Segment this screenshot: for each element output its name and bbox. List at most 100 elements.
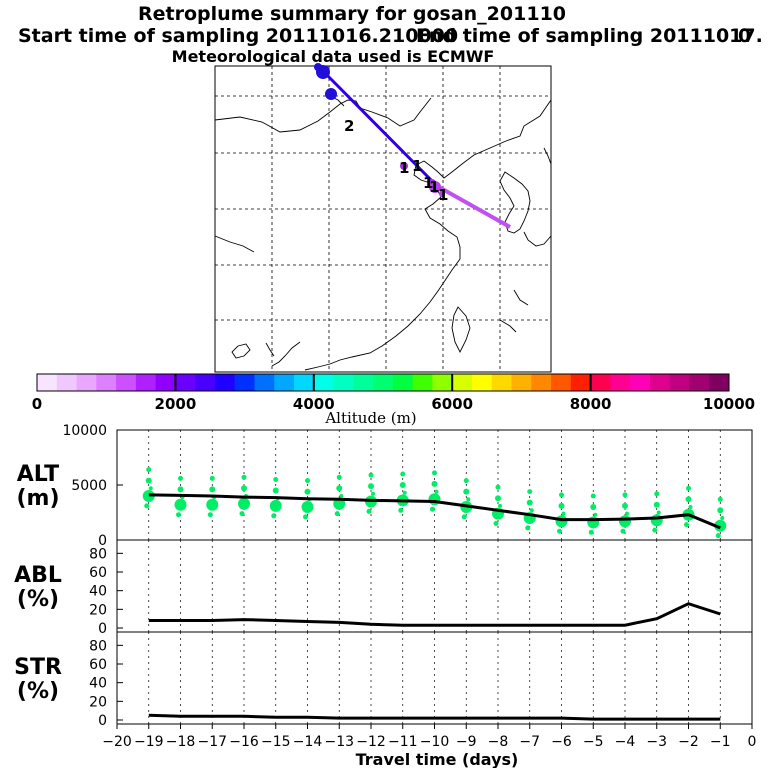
x-tick-label: −6 <box>551 734 572 750</box>
plume-point <box>371 491 375 496</box>
plume-point <box>686 485 691 491</box>
plume-point <box>588 529 594 535</box>
panel-str: 80 60 40 20 0 STR(%) <box>14 631 753 729</box>
colorbar-swatch <box>76 374 97 391</box>
colorbar-swatch <box>214 374 236 391</box>
plume-point <box>654 491 660 497</box>
colorbar-swatch <box>452 374 473 391</box>
plume-point <box>400 471 406 477</box>
plume-point <box>430 506 435 512</box>
plume-point <box>176 512 181 518</box>
y-tick-label: 0 <box>98 533 107 549</box>
plume-point <box>717 496 723 502</box>
colorbar-swatches <box>37 374 730 391</box>
plume-point <box>301 501 314 513</box>
trajectory-map: 2 1 1 1 1 1 <box>214 63 552 373</box>
trajectory-cluster-2 <box>325 88 337 100</box>
x-tick-label: −14 <box>293 734 323 750</box>
start-time-label: Start time of sampling 20111016.210000 <box>18 25 458 47</box>
plume-point <box>527 489 533 495</box>
plume-point <box>685 496 692 503</box>
trajectory-segment-upper <box>316 64 439 188</box>
plume-point <box>177 486 184 493</box>
y-tick-label: 20 <box>89 602 107 618</box>
x-tick-label: −15 <box>261 734 291 750</box>
y-tick-label: 20 <box>89 694 107 710</box>
plume-point <box>174 498 187 511</box>
colorbar-swatch <box>689 374 710 391</box>
plume-point <box>593 512 598 517</box>
travel-time-axis: −20 −19 −18 −17 −16 −15 −14 −13 −12 −11 −10 −9 −8 −7−… <box>102 724 756 768</box>
y-tick-label: 40 <box>89 676 107 692</box>
plume-point <box>239 511 245 517</box>
coastlines <box>214 95 552 371</box>
series-line-str <box>148 713 721 721</box>
x-tick-label: −2 <box>678 734 699 750</box>
plume-point <box>559 492 564 498</box>
y-tick-label: 40 <box>89 584 107 600</box>
plume-point <box>561 511 566 516</box>
trajectory-label: 2 <box>344 117 354 135</box>
trajectory-label: 1 <box>399 159 409 177</box>
colorbar-tick-label: 4000 <box>293 395 335 413</box>
colorbar-swatch <box>135 374 157 391</box>
trajectory-label: 1 <box>429 178 439 196</box>
end-time-suffix: 0 <box>738 25 751 47</box>
plume-point <box>590 493 596 499</box>
colorbar-swatch <box>353 374 374 391</box>
trajectory-cluster-3 <box>400 162 408 170</box>
plume-point <box>688 505 693 509</box>
figure-title: Retroplume summary for gosan_201110 <box>138 3 566 25</box>
plume-point <box>399 482 406 488</box>
colorbar-swatch <box>392 374 414 391</box>
plume-point <box>714 519 727 532</box>
plume-point <box>498 503 502 508</box>
colorbar-swatch <box>590 374 611 391</box>
colorbar-swatch <box>155 374 176 391</box>
x-tick-label: −1 <box>710 734 731 750</box>
plume-point <box>368 483 374 490</box>
x-tick-label: −20 <box>102 734 132 750</box>
colorbar-swatch <box>531 374 552 391</box>
x-tick-label: −5 <box>583 734 604 750</box>
colorbar-swatch <box>570 374 592 391</box>
plume-point <box>466 497 471 502</box>
colorbar-tick-label: 2000 <box>155 395 197 413</box>
trajectory-cluster-6 <box>439 191 445 197</box>
x-tick-label: −17 <box>197 734 227 750</box>
altitude-colorbar: 0 2000 4000 6000 8000 10000 Altitude (m) <box>32 373 755 427</box>
series-line-alt <box>148 493 721 530</box>
colorbar-ticks: 0 2000 4000 6000 8000 10000 <box>32 374 755 413</box>
plume-point <box>432 470 437 476</box>
plume-point <box>525 525 531 531</box>
x-tick-label: 0 <box>748 734 757 750</box>
plume-point <box>269 499 282 512</box>
plume-point <box>368 472 374 478</box>
colorbar-tick-label: 6000 <box>431 395 473 413</box>
plume-point <box>336 485 343 492</box>
plume-point <box>238 497 250 510</box>
panel-abl: 80 60 40 20 0 ABL(%) <box>14 539 753 637</box>
series-line-abl <box>148 602 721 627</box>
trajectory-segment-lower <box>436 184 511 229</box>
plume-point <box>557 528 562 534</box>
trajectory-label: 1 <box>438 186 448 204</box>
plume-point <box>339 494 344 498</box>
colorbar-label: Altitude (m) <box>324 409 416 427</box>
y-axis-label-top: ABL <box>14 563 62 588</box>
end-time-label: End time of sampling 20111017. <box>416 25 763 47</box>
plume-point <box>495 495 501 502</box>
plume-point <box>463 478 469 484</box>
colorbar-swatch <box>649 374 671 391</box>
plume-point <box>144 503 150 509</box>
plume-point <box>366 508 372 514</box>
y-tick-label: 0 <box>98 621 107 637</box>
plume-point <box>305 478 310 484</box>
colorbar-swatch <box>669 374 690 391</box>
colorbar-swatch <box>116 374 137 391</box>
y-axis-label-top: STR <box>14 655 62 680</box>
colorbar-swatch <box>511 374 532 391</box>
plume-point <box>206 498 219 511</box>
plume-point <box>720 516 725 520</box>
